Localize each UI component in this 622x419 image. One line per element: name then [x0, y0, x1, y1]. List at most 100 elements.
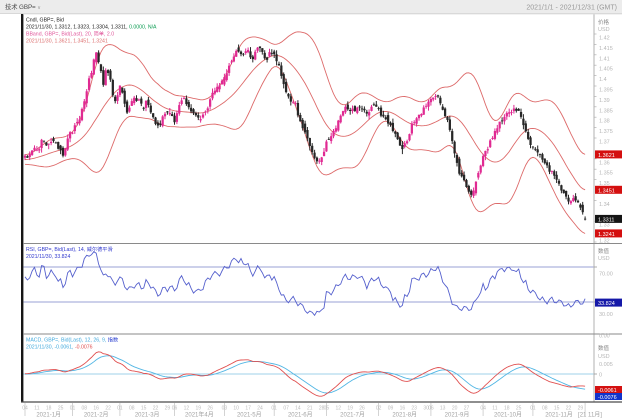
svg-text:29: 29 [165, 406, 171, 412]
svg-text:1.39: 1.39 [599, 98, 610, 104]
svg-text:11: 11 [492, 406, 497, 412]
svg-text:70.00: 70.00 [599, 272, 613, 278]
svg-text:2021/11/30, -0.0061, -0.0076: 2021/11/30, -0.0061, -0.0076 [26, 345, 93, 351]
svg-text:1.405: 1.405 [599, 67, 613, 73]
svg-text:11: 11 [34, 406, 39, 412]
svg-text:2021-9月: 2021-9月 [445, 412, 470, 419]
svg-text:USD: USD [598, 27, 610, 33]
svg-text:17: 17 [245, 406, 251, 412]
svg-text:BBand, GBP=, Bid(Last), 20, 简单: BBand, GBP=, Bid(Last), 20, 简单, 2.0 [26, 30, 114, 38]
svg-text:25: 25 [516, 406, 522, 412]
svg-text:1.37: 1.37 [599, 140, 610, 146]
svg-text:技术 GBP= ∨: 技术 GBP= ∨ [5, 2, 41, 11]
svg-text:23: 23 [411, 406, 417, 412]
svg-text:1.33: 1.33 [599, 223, 610, 229]
svg-text:数值: 数值 [598, 344, 610, 352]
svg-text:0.00: 0.00 [599, 334, 610, 340]
svg-text:07: 07 [283, 406, 289, 412]
svg-text:1.32: 1.32 [599, 239, 610, 245]
svg-text:26: 26 [207, 406, 213, 412]
svg-text:20: 20 [452, 406, 458, 412]
svg-text:10: 10 [233, 406, 239, 412]
svg-text:19: 19 [196, 406, 202, 412]
svg-text:2021-1月: 2021-1月 [36, 412, 61, 419]
svg-text:21: 21 [307, 406, 313, 412]
svg-text:04: 04 [22, 406, 28, 412]
svg-text:[21 11月]: [21 11月] [578, 412, 602, 419]
svg-text:16: 16 [400, 406, 406, 412]
svg-text:19: 19 [347, 406, 353, 412]
svg-text:22: 22 [105, 406, 111, 412]
svg-text:16: 16 [93, 406, 99, 412]
svg-text:-0.0061: -0.0061 [598, 388, 617, 394]
svg-text:24: 24 [257, 406, 263, 412]
svg-text:2021-5月: 2021-5月 [237, 412, 262, 419]
svg-text:25: 25 [58, 406, 64, 412]
svg-text:1.3241: 1.3241 [598, 232, 615, 238]
svg-text:2021/11/30, 33.824: 2021/11/30, 33.824 [26, 254, 70, 260]
svg-text:1.38: 1.38 [599, 119, 610, 125]
svg-text:15: 15 [554, 406, 560, 412]
svg-text:价格: 价格 [598, 18, 610, 26]
svg-text:2021/11/30, 1.3621, 1.3451, 1.: 2021/11/30, 1.3621, 1.3451, 1.3241 [26, 39, 108, 45]
svg-text:09: 09 [388, 406, 394, 412]
svg-text:2021-2月: 2021-2月 [84, 412, 109, 419]
svg-text:1.36: 1.36 [599, 160, 610, 166]
svg-text:1.4: 1.4 [599, 77, 607, 83]
svg-text:-0.0076: -0.0076 [598, 395, 617, 401]
svg-text:USD: USD [598, 256, 610, 262]
svg-text:28: 28 [319, 406, 325, 412]
svg-text:1.355: 1.355 [599, 171, 613, 177]
svg-text:1.35: 1.35 [599, 181, 610, 187]
svg-text:18: 18 [504, 406, 510, 412]
svg-text:2021-10月: 2021-10月 [494, 412, 522, 419]
svg-text:13: 13 [440, 406, 446, 412]
svg-text:05: 05 [324, 406, 330, 412]
svg-text:27: 27 [464, 406, 470, 412]
svg-text:2021/11/30, 1.3312, 1.3323, 1.: 2021/11/30, 1.3312, 1.3323, 1.3304, 1.33… [26, 25, 157, 31]
svg-text:1.34: 1.34 [599, 202, 610, 208]
svg-text:1.3451: 1.3451 [598, 188, 615, 194]
svg-text:14: 14 [295, 406, 301, 412]
svg-text:04: 04 [480, 406, 486, 412]
svg-text:1.395: 1.395 [599, 88, 613, 94]
svg-text:0.005: 0.005 [599, 362, 613, 368]
svg-text:1.385: 1.385 [599, 108, 613, 114]
svg-text:2021-7月: 2021-7月 [340, 412, 365, 419]
svg-text:01: 01 [70, 406, 76, 412]
svg-text:08: 08 [542, 406, 548, 412]
svg-text:2021/1/1 - 2021/12/31 (GMT): 2021/1/1 - 2021/12/31 (GMT) [526, 5, 617, 12]
svg-text:12: 12 [336, 406, 342, 412]
svg-text:26: 26 [359, 406, 365, 412]
svg-text:1.3621: 1.3621 [598, 153, 615, 159]
svg-text:01: 01 [117, 406, 123, 412]
svg-text:1.41: 1.41 [599, 56, 610, 62]
svg-text:2021-6月: 2021-6月 [288, 412, 313, 419]
svg-text:数值: 数值 [598, 247, 610, 255]
svg-text:Cndl, GBP=, Bid: Cndl, GBP=, Bid [26, 18, 64, 24]
svg-text:MACD, GBP=, Bid(Last), 12, 26,: MACD, GBP=, Bid(Last), 12, 26, 9, 指数 [26, 336, 119, 344]
svg-text:18: 18 [46, 406, 52, 412]
svg-text:02: 02 [376, 406, 382, 412]
svg-text:22: 22 [566, 406, 572, 412]
svg-text:03: 03 [222, 406, 228, 412]
svg-text:30.00: 30.00 [599, 312, 613, 318]
svg-text:15: 15 [141, 406, 147, 412]
svg-text:1.3311: 1.3311 [598, 218, 614, 224]
svg-text:29: 29 [578, 406, 584, 412]
svg-text:01: 01 [530, 406, 536, 412]
svg-text:01: 01 [271, 406, 277, 412]
svg-text:1.375: 1.375 [599, 129, 613, 135]
svg-text:2021-8月: 2021-8月 [392, 412, 417, 419]
svg-text:22: 22 [153, 406, 159, 412]
svg-text:0: 0 [599, 373, 602, 379]
svg-text:30: 30 [423, 406, 429, 412]
svg-text:12: 12 [184, 406, 190, 412]
svg-text:08: 08 [82, 406, 88, 412]
svg-text:2021-11月: 2021-11月 [545, 412, 573, 419]
svg-text:RSI, GBP=, Bid(Last), 14, 威尔德平: RSI, GBP=, Bid(Last), 14, 威尔德平滑 [26, 245, 113, 253]
svg-text:1.42: 1.42 [599, 36, 610, 42]
svg-text:USD: USD [598, 354, 610, 360]
svg-text:06: 06 [172, 406, 178, 412]
svg-text:06: 06 [428, 406, 434, 412]
